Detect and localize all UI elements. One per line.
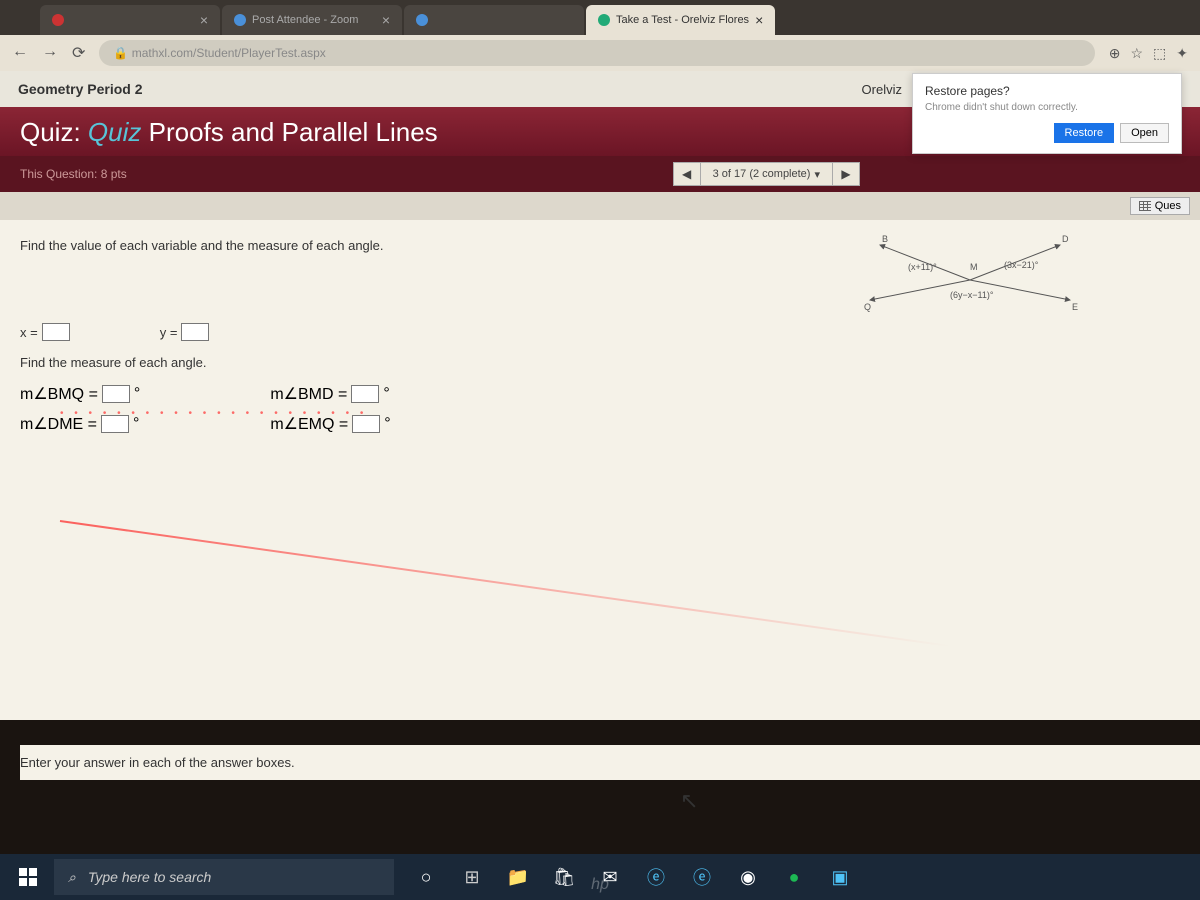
course-name: Geometry Period 2: [18, 81, 143, 97]
chevron-down-icon: ▾: [814, 168, 820, 181]
favicon: [598, 14, 610, 26]
x-input[interactable]: [42, 323, 70, 341]
forward-button[interactable]: →: [42, 43, 58, 63]
restore-button[interactable]: Restore: [1054, 123, 1115, 143]
favicon: [234, 14, 246, 26]
angle-bmd: m∠BMD =°: [270, 384, 390, 404]
y-input[interactable]: [181, 323, 209, 341]
svg-text:M: M: [970, 262, 978, 272]
cortana-icon[interactable]: ○: [404, 854, 448, 900]
tab-active[interactable]: Take a Test - Orelviz Flores×: [586, 5, 775, 35]
favicon: [52, 14, 64, 26]
question-body: • • • • • • • • • • • • • • • • • • • • …: [0, 220, 1200, 720]
svg-text:(3x−21)°: (3x−21)°: [1004, 260, 1039, 270]
close-icon[interactable]: ×: [200, 12, 208, 28]
question-points: This Question: 8 pts: [20, 167, 127, 181]
question-info-bar: This Question: 8 pts ◀ 3 of 17 (2 comple…: [0, 156, 1200, 192]
open-button[interactable]: Open: [1120, 123, 1169, 143]
edge-icon[interactable]: ⓔ: [634, 854, 678, 900]
artifact: [60, 520, 952, 647]
hp-logo: hp: [591, 876, 609, 894]
dialog-subtitle: Chrome didn't shut down correctly.: [925, 102, 1169, 113]
svg-text:(6y−x−11)°: (6y−x−11)°: [950, 290, 994, 300]
puzzle-icon[interactable]: ✦: [1176, 45, 1188, 62]
section-heading: Find the measure of each angle.: [20, 355, 1180, 370]
chrome-icon[interactable]: ◉: [726, 854, 770, 900]
tab[interactable]: Post Attendee - Zoom×: [222, 5, 402, 35]
x-equation: x =: [20, 323, 70, 341]
dialog-title: Restore pages?: [925, 84, 1169, 98]
task-view-icon[interactable]: ⊞: [450, 854, 494, 900]
ie-icon[interactable]: ⓔ: [680, 854, 724, 900]
question-list-button[interactable]: Ques: [1130, 197, 1190, 215]
url-input[interactable]: 🔒 mathxl.com/Student/PlayerTest.aspx: [99, 40, 1094, 66]
file-explorer-icon[interactable]: 📁: [496, 854, 540, 900]
angle-bmq: m∠BMQ =°: [20, 384, 140, 404]
search-icon: ⌕: [68, 869, 76, 886]
quiz-prefix: Quiz:: [20, 117, 81, 147]
grid-icon: [1139, 201, 1151, 211]
bmq-input[interactable]: [102, 385, 130, 403]
cursor-icon: ↖: [680, 788, 698, 814]
quiz-name: Proofs and Parallel Lines: [149, 117, 438, 147]
extension-icon[interactable]: ⬚: [1153, 45, 1166, 62]
artifact: • • • • • • • • • • • • • • • • • • • • …: [60, 408, 367, 419]
favicon: [416, 14, 428, 26]
footer-hint: Enter your answer in each of the answer …: [20, 745, 1200, 780]
quiz-keyword: Quiz: [88, 117, 141, 147]
lock-icon: 🔒: [113, 46, 128, 60]
svg-text:E: E: [1072, 302, 1078, 312]
prev-question-button[interactable]: ◀: [673, 162, 701, 186]
address-bar: ← → ⟳ 🔒 mathxl.com/Student/PlayerTest.as…: [0, 35, 1200, 71]
next-question-button[interactable]: ▶: [832, 162, 860, 186]
search-placeholder: Type here to search: [88, 869, 211, 885]
camera-icon[interactable]: ▣: [818, 854, 862, 900]
svg-text:(x+11)°: (x+11)°: [908, 262, 937, 272]
zoom-icon[interactable]: ⊕: [1109, 45, 1121, 62]
start-button[interactable]: [4, 854, 52, 900]
svg-text:B: B: [882, 234, 888, 244]
svg-text:D: D: [1062, 234, 1069, 244]
reload-button[interactable]: ⟳: [72, 43, 85, 63]
tab-strip: × Post Attendee - Zoom× Take a Test - Or…: [0, 0, 1200, 35]
star-icon[interactable]: ☆: [1130, 45, 1143, 62]
paginator: ◀ 3 of 17 (2 complete)▾ ▶: [673, 162, 860, 186]
store-icon[interactable]: 🛍: [542, 854, 586, 900]
back-button[interactable]: ←: [12, 43, 28, 63]
toolbar: Ques: [0, 192, 1200, 220]
paginator-label[interactable]: 3 of 17 (2 complete)▾: [701, 162, 832, 186]
tab[interactable]: [404, 5, 584, 35]
bmd-input[interactable]: [351, 385, 379, 403]
spotify-icon[interactable]: ●: [772, 854, 816, 900]
close-icon[interactable]: ×: [755, 12, 763, 28]
tab[interactable]: ×: [40, 5, 220, 35]
angle-diagram: B D M Q E (x+11)° (3x−21)° (6y−x−11)°: [820, 230, 1120, 330]
restore-pages-dialog: Restore pages? Chrome didn't shut down c…: [912, 73, 1182, 154]
svg-text:Q: Q: [864, 302, 871, 312]
y-equation: y =: [160, 323, 210, 341]
search-input[interactable]: ⌕ Type here to search: [54, 859, 394, 895]
close-icon[interactable]: ×: [382, 12, 390, 28]
